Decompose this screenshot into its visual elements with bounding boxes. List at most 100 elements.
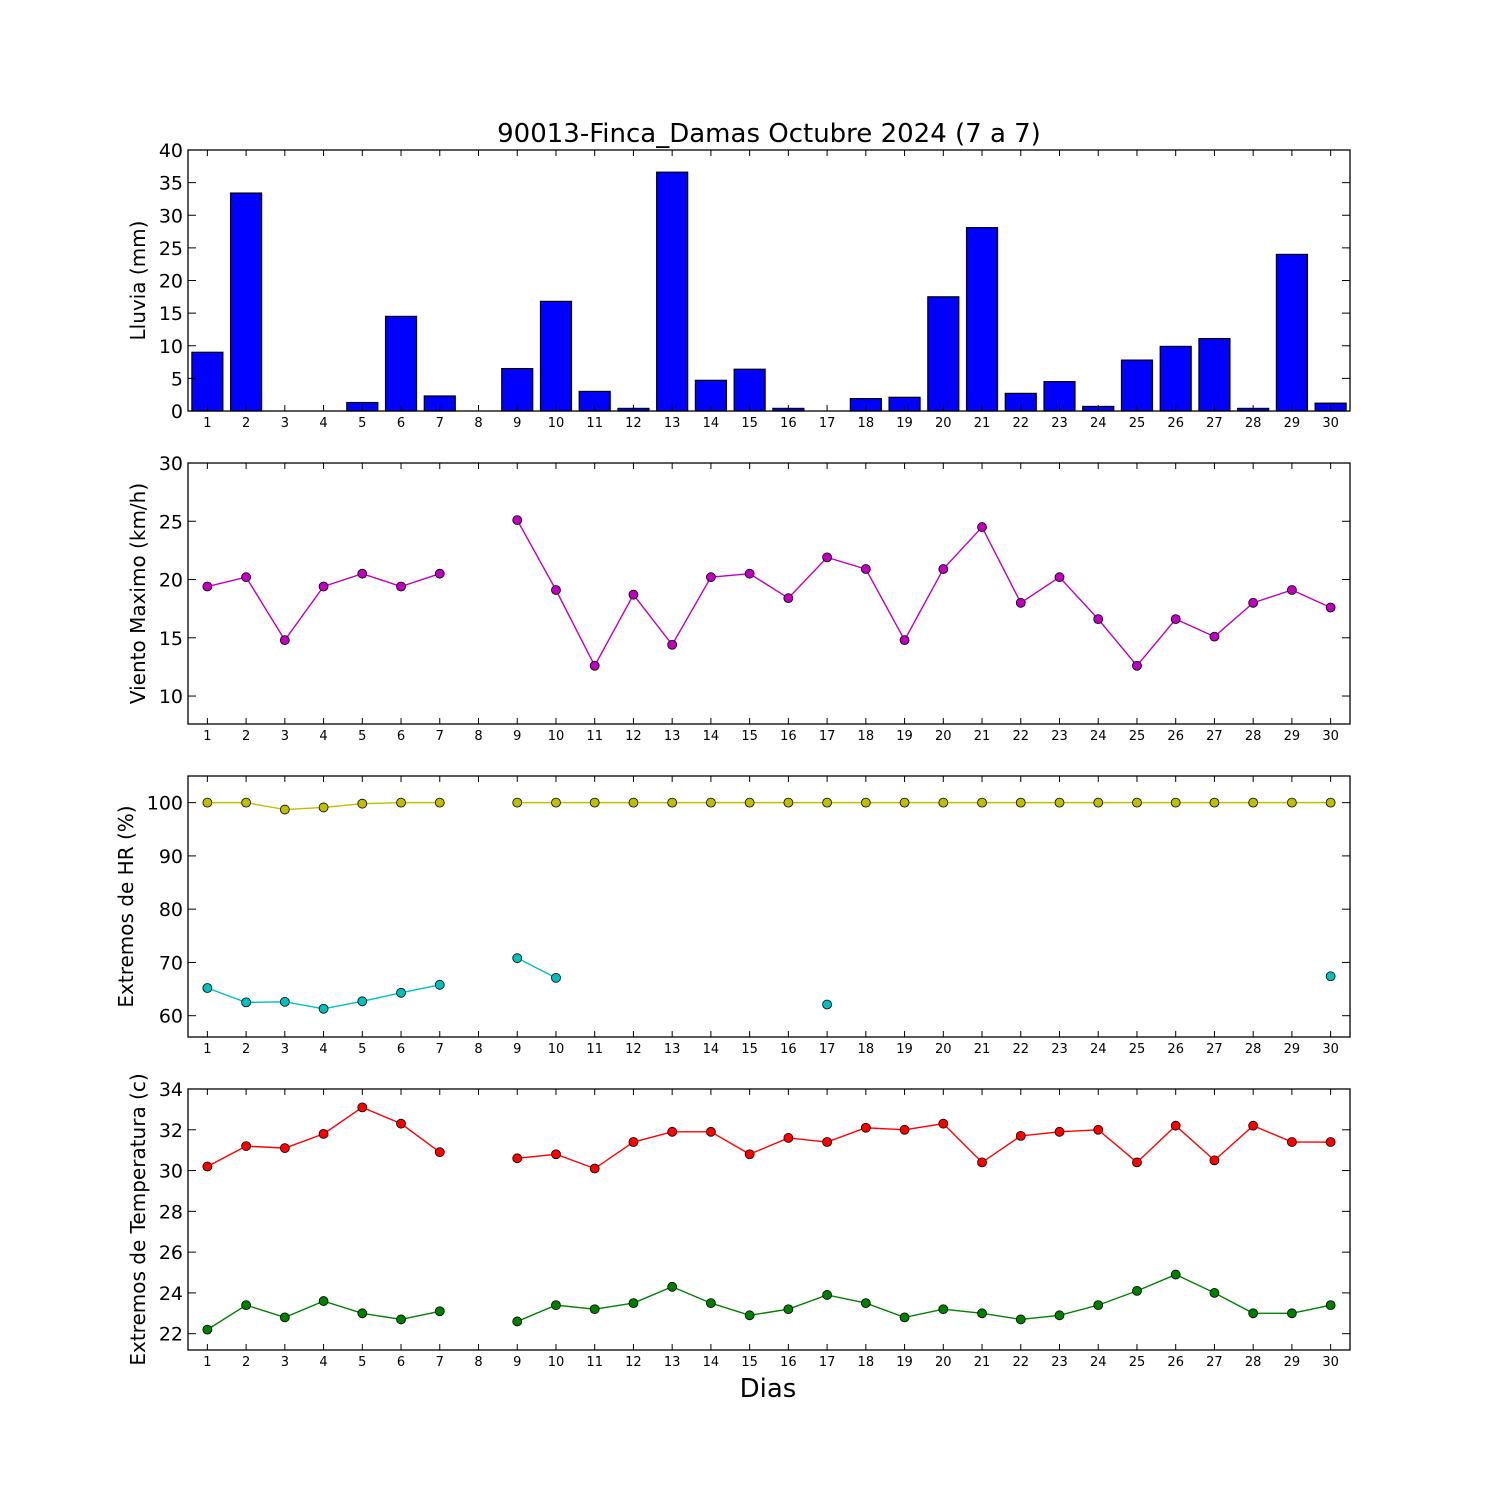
point-day-20 [938,564,949,574]
x-tick-label: 11 [586,729,603,744]
x-tick-label: 5 [358,416,366,431]
x-tick-label: 15 [741,729,758,744]
x-tick-label: 12 [625,416,642,431]
x-tick-label: 5 [358,1042,366,1057]
series-line [516,519,1331,668]
x-tick-label: 27 [1206,416,1223,431]
y-tick-label: 26 [159,1242,183,1264]
x-tick-label: 16 [780,416,797,431]
y-tick-label: 40 [159,140,183,162]
y-tick-label: 28 [159,1201,183,1223]
y-tick-label: 24 [159,1283,183,1305]
x-tick-label: 5 [358,729,366,744]
x-tick-label: 3 [281,1042,289,1057]
point-day-2 [241,797,252,808]
x-tick-label: 7 [436,1042,444,1057]
point-day-4 [318,581,329,592]
point-day-24 [1093,797,1104,808]
x-tick-label: 4 [319,1355,327,1370]
point-day-16 [783,1304,794,1315]
x-tick-label: 1 [203,1042,211,1057]
point-day-7 [434,1306,445,1317]
x-tick-label: 10 [548,1042,565,1057]
x-tick-label: 18 [858,1355,875,1370]
x-tick-label: 30 [1322,1355,1339,1370]
x-tick-label: 7 [436,1355,444,1370]
x-tick-label: 15 [741,1355,758,1370]
x-tick-label: 28 [1245,416,1262,431]
series-line [516,1273,1331,1323]
point-day-30 [1325,1300,1336,1311]
point-day-4 [318,1296,329,1306]
point-day-17 [822,1137,832,1147]
x-tick-label: 1 [203,416,211,431]
x-tick-label: 25 [1129,729,1146,744]
point-day-10 [551,1300,561,1311]
x-tick-label: 14 [703,729,720,744]
x-tick-label: 9 [513,1042,521,1057]
x-tick-label: 17 [819,1042,836,1057]
panel-temperatura: 1 2 3 4 5 6 7 8 9 10 11 12 13 14 15 16 17 18 19 20 21 22 23 24 2… [126,1073,1351,1370]
x-tick-label: 14 [703,1042,720,1057]
x-tick-label: 2 [242,1042,250,1057]
point-day-24 [1093,1124,1104,1135]
bar-day-6 [384,315,418,412]
x-tick-label: 28 [1245,1355,1262,1370]
x-tick-label: 13 [664,416,681,431]
point-day-19 [899,1124,910,1135]
point-day-23 [1054,1126,1065,1137]
bar-day-9 [501,367,534,412]
point-day-1 [202,1324,213,1335]
point-day-26 [1170,1269,1181,1280]
point-day-14 [706,1298,716,1309]
x-tick-label: 23 [1051,1042,1068,1057]
x-tick-label: 16 [780,1042,797,1057]
point-day-23 [1054,572,1065,583]
x-tick-label: 6 [397,416,405,431]
point-day-12 [628,1298,639,1309]
point-day-6 [396,1118,406,1129]
bar-day-10 [539,300,573,412]
point-day-14 [706,1126,716,1137]
x-tick-label: 14 [703,1355,720,1370]
x-tick-label: 18 [858,729,875,744]
panel-humedad: 1 2 3 4 5 6 7 8 9 10 11 12 13 14 15 16 17 18 19 20 21 22 23 24 2… [114,775,1351,1057]
point-day-9 [512,1316,523,1327]
point-day-3 [279,1312,290,1323]
point-day-25 [1132,1157,1142,1168]
x-tick-label: 19 [896,1042,913,1057]
y-tick-label: 20 [159,271,183,293]
point-day-30 [1325,797,1336,808]
x-tick-label: 20 [935,729,952,744]
x-tick-label: 22 [1012,729,1029,744]
point-day-15 [744,568,755,579]
x-tick-label: 21 [974,1355,991,1370]
bar-day-2 [230,192,263,412]
x-tick-label: 5 [358,1355,366,1370]
point-day-1 [202,983,213,993]
x-tick-label: 30 [1322,729,1339,744]
series-humedad-1 [202,797,1336,815]
point-day-18 [860,1122,871,1133]
point-day-10 [551,797,561,808]
x-tick-label: 13 [664,1042,681,1057]
y-tick-label: 80 [159,899,183,921]
x-tick-label: 4 [319,729,327,744]
point-day-14 [706,572,716,583]
point-day-3 [279,635,290,646]
series-viento-1 [202,515,1336,671]
point-day-15 [744,1149,755,1160]
x-tick-label: 24 [1090,1355,1107,1370]
point-day-9 [512,515,523,525]
point-day-28 [1248,797,1259,808]
x-tick-label: 23 [1051,729,1068,744]
bar-day-20 [927,296,960,412]
y-axis-label: Lluvia (mm) [126,221,150,341]
x-tick-label: 22 [1012,1042,1029,1057]
point-day-10 [551,1149,561,1160]
point-day-2 [241,572,252,583]
point-day-28 [1248,1308,1259,1319]
x-tick-label: 24 [1090,416,1107,431]
point-day-7 [434,979,445,990]
point-day-27 [1209,1288,1220,1298]
